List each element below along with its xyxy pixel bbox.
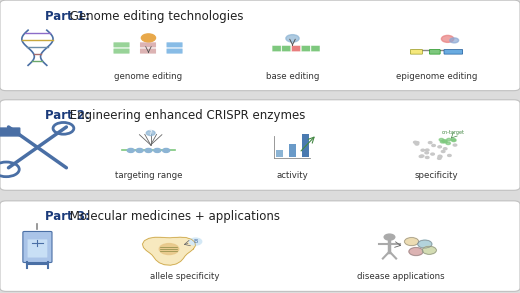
Circle shape: [163, 149, 170, 152]
Circle shape: [446, 142, 450, 144]
Text: on-target: on-target: [442, 130, 465, 135]
Text: genome editing: genome editing: [114, 72, 183, 81]
Text: ?: ?: [149, 130, 152, 136]
FancyBboxPatch shape: [444, 50, 463, 54]
FancyBboxPatch shape: [0, 0, 520, 91]
Circle shape: [439, 139, 444, 141]
Circle shape: [422, 246, 436, 254]
FancyBboxPatch shape: [0, 128, 20, 136]
Circle shape: [451, 139, 456, 142]
FancyBboxPatch shape: [301, 45, 310, 52]
Circle shape: [420, 155, 424, 157]
Text: B: B: [193, 239, 198, 244]
Circle shape: [409, 248, 423, 255]
Circle shape: [425, 149, 429, 151]
Circle shape: [441, 35, 454, 42]
Circle shape: [189, 238, 202, 245]
Circle shape: [425, 156, 429, 159]
Circle shape: [146, 131, 155, 135]
Circle shape: [453, 144, 457, 146]
FancyBboxPatch shape: [430, 50, 440, 54]
FancyBboxPatch shape: [276, 150, 283, 157]
Circle shape: [441, 151, 445, 152]
Circle shape: [405, 238, 419, 246]
FancyBboxPatch shape: [311, 45, 320, 52]
FancyBboxPatch shape: [113, 49, 129, 54]
Circle shape: [159, 243, 179, 255]
Circle shape: [437, 157, 441, 159]
Text: epigenome editing: epigenome editing: [396, 72, 477, 81]
Text: Part 2:: Part 2:: [45, 109, 90, 122]
FancyBboxPatch shape: [140, 42, 156, 47]
Circle shape: [428, 142, 432, 144]
Text: Engineering enhanced CRISPR enzymes: Engineering enhanced CRISPR enzymes: [66, 109, 305, 122]
Circle shape: [450, 38, 459, 43]
Circle shape: [431, 153, 434, 155]
FancyBboxPatch shape: [272, 45, 281, 52]
Circle shape: [432, 144, 435, 146]
FancyBboxPatch shape: [0, 100, 520, 190]
Circle shape: [438, 155, 441, 157]
Circle shape: [415, 143, 419, 145]
Circle shape: [451, 139, 456, 141]
Circle shape: [154, 149, 161, 152]
FancyBboxPatch shape: [23, 231, 52, 263]
Text: base editing: base editing: [266, 72, 319, 81]
Text: disease applications: disease applications: [357, 272, 445, 281]
Circle shape: [384, 234, 395, 240]
Text: Genome editing technologies: Genome editing technologies: [66, 10, 243, 23]
Text: Part 1:: Part 1:: [45, 10, 90, 23]
Circle shape: [440, 141, 445, 143]
Text: Part 3:: Part 3:: [45, 210, 90, 223]
Circle shape: [438, 156, 442, 158]
FancyBboxPatch shape: [0, 201, 520, 291]
Circle shape: [419, 156, 423, 157]
Circle shape: [415, 142, 419, 144]
Circle shape: [127, 149, 134, 152]
FancyBboxPatch shape: [140, 49, 156, 54]
Text: specificity: specificity: [415, 171, 458, 180]
FancyBboxPatch shape: [113, 42, 129, 47]
FancyBboxPatch shape: [166, 42, 183, 47]
Text: activity: activity: [277, 171, 308, 180]
Circle shape: [448, 154, 451, 156]
Polygon shape: [142, 237, 196, 265]
FancyBboxPatch shape: [28, 239, 47, 258]
FancyBboxPatch shape: [166, 49, 183, 54]
Text: targeting range: targeting range: [115, 171, 182, 180]
Circle shape: [286, 35, 299, 42]
Circle shape: [443, 140, 447, 143]
Circle shape: [444, 148, 447, 150]
Circle shape: [442, 140, 447, 142]
Circle shape: [438, 146, 441, 148]
Text: Molecular medicines + applications: Molecular medicines + applications: [66, 210, 280, 223]
Circle shape: [145, 149, 152, 152]
FancyBboxPatch shape: [302, 134, 309, 157]
FancyBboxPatch shape: [282, 45, 291, 52]
FancyBboxPatch shape: [289, 144, 296, 157]
FancyBboxPatch shape: [292, 45, 301, 52]
Text: allele specificity: allele specificity: [150, 272, 219, 281]
Circle shape: [447, 138, 451, 141]
Circle shape: [418, 240, 432, 248]
FancyBboxPatch shape: [410, 50, 422, 54]
Circle shape: [136, 149, 143, 152]
Circle shape: [141, 34, 155, 42]
Circle shape: [413, 141, 417, 143]
Circle shape: [425, 152, 428, 154]
Circle shape: [421, 149, 425, 151]
